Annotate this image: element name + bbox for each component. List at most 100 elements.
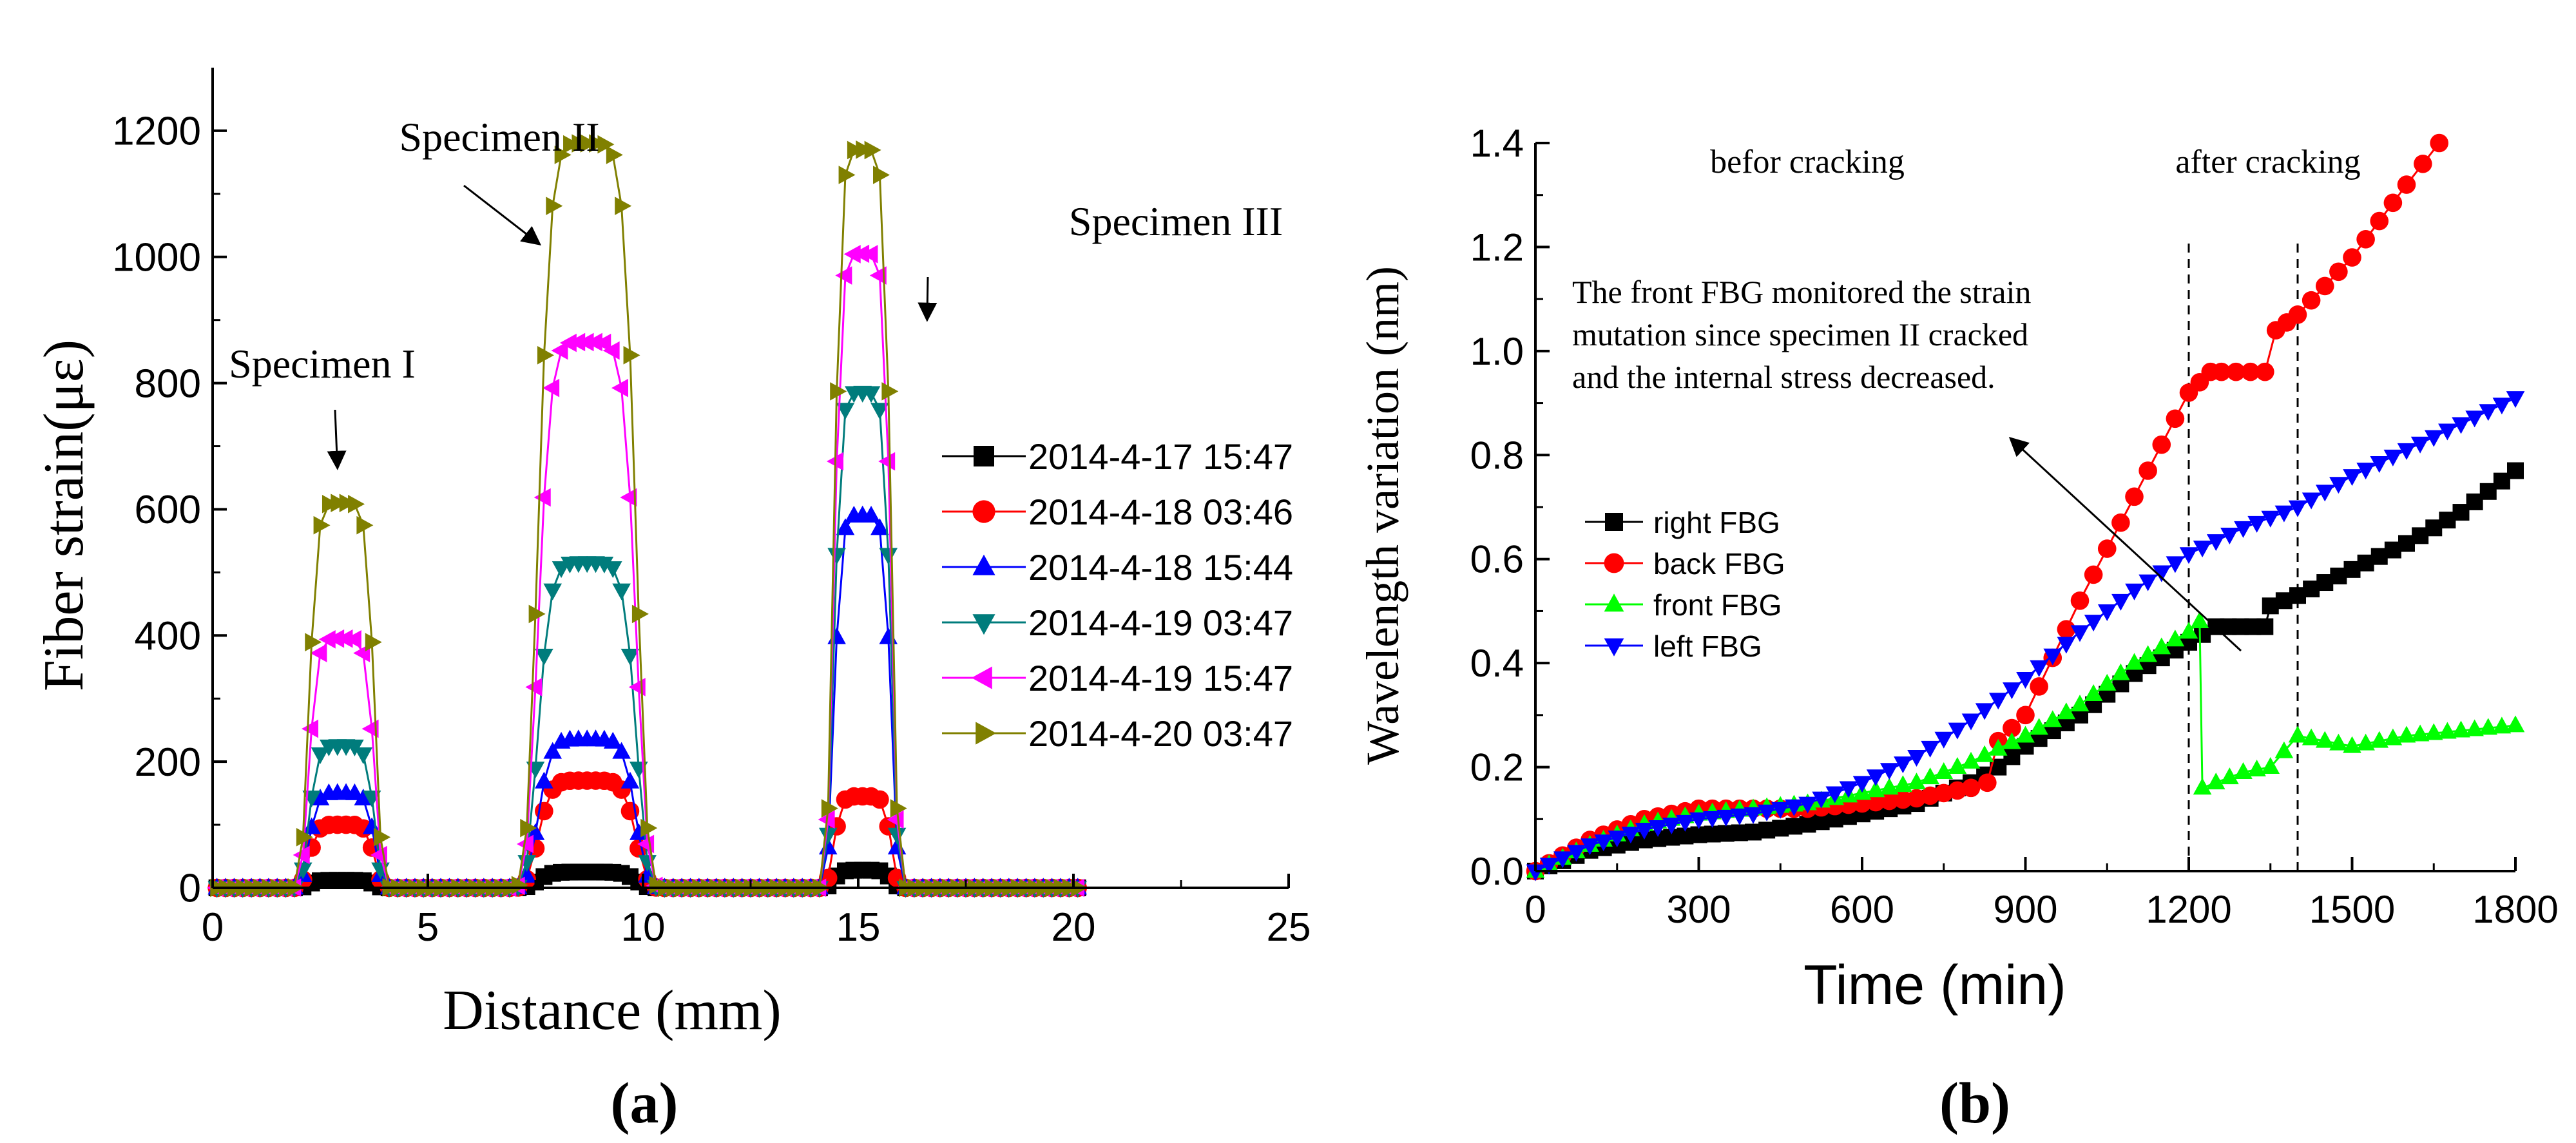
data-point <box>2492 398 2512 415</box>
data-point <box>887 827 907 845</box>
x-tick-label: 10 <box>621 905 666 950</box>
panel-b-legend: right FBG back FBG front FBG left FBG <box>1585 506 1785 663</box>
before-cracking-label: befor cracking <box>1710 144 1905 180</box>
y-tick-label: 800 <box>135 361 201 406</box>
data-point <box>2452 417 2470 434</box>
x-tick-label: 20 <box>1052 905 1096 950</box>
data-point <box>2226 362 2245 381</box>
data-point <box>1907 750 1926 767</box>
data-point <box>1866 769 1885 787</box>
data-point <box>2465 410 2484 428</box>
annotation-arrow <box>918 276 937 322</box>
data-point <box>1907 789 1926 808</box>
data-point <box>1948 756 1967 774</box>
front-fbg-note: The front FBG monitored the strain mutati… <box>1572 274 2031 395</box>
data-point <box>2479 718 2498 735</box>
data-point <box>1894 775 1912 792</box>
data-point <box>595 556 614 573</box>
legend-marker <box>1604 593 1624 612</box>
data-point <box>585 332 602 352</box>
legend-marker <box>972 614 995 635</box>
y-tick-label: 0.8 <box>1470 434 1524 477</box>
data-point <box>526 823 545 840</box>
data-point <box>2030 660 2048 677</box>
data-point <box>1567 845 1586 862</box>
series-line <box>216 142 1078 889</box>
data-point <box>354 789 373 806</box>
data-point <box>1689 812 1708 829</box>
x-tick-label: 1500 <box>2309 888 2395 931</box>
data-point <box>2152 637 2171 655</box>
data-point <box>551 341 568 360</box>
legend-marker <box>972 554 995 575</box>
data-point <box>1648 820 1668 837</box>
data-point <box>1635 823 1654 840</box>
data-point <box>606 146 623 164</box>
data-point <box>631 604 649 624</box>
data-point <box>1948 781 1967 800</box>
data-point <box>2003 718 2021 738</box>
data-point <box>1526 864 1545 881</box>
data-point <box>1812 791 1831 809</box>
data-point <box>1581 838 1599 856</box>
data-point <box>878 452 896 471</box>
data-point <box>2506 391 2525 408</box>
data-point <box>2193 541 2212 558</box>
panel-b-axes: 0 300 600 900 1200 1500 1800 0.0 0.2 0.4 0.6 0.8 1.0… <box>1470 122 2559 931</box>
data-point <box>2139 461 2157 480</box>
data-point <box>2479 404 2498 421</box>
data-point <box>1894 756 1912 774</box>
y-tick-label: 0.4 <box>1470 642 1524 685</box>
data-point <box>1825 786 1845 803</box>
data-point <box>603 731 622 749</box>
data-point <box>1798 796 1817 814</box>
data-point <box>2414 154 2432 173</box>
x-tick-label: 1200 <box>2146 888 2231 931</box>
note-line: The front FBG monitored the strain <box>1572 274 2031 310</box>
legend-item-3: 2014-4-18 15:44 <box>942 547 1293 588</box>
data-point <box>354 747 373 765</box>
data-point <box>2430 133 2448 153</box>
data-point <box>2492 716 2512 734</box>
data-point <box>2166 409 2185 428</box>
data-point <box>2315 731 2334 748</box>
panel-b-label: (b) <box>1939 1071 2010 1135</box>
legend-label: front FBG <box>1653 588 1782 622</box>
data-point <box>2016 706 2035 725</box>
legend-label: 2014-4-19 15:47 <box>1028 658 1293 698</box>
data-point <box>2315 276 2334 296</box>
data-point <box>1978 773 1997 792</box>
data-point <box>2070 625 2090 642</box>
legend-item-1: right FBG <box>1585 506 1780 539</box>
data-point <box>1879 791 1899 811</box>
y-tick-label: 400 <box>135 614 201 658</box>
data-point <box>2370 456 2389 473</box>
data-point <box>873 166 890 184</box>
y-tick-label: 600 <box>135 488 201 532</box>
data-point <box>511 876 528 895</box>
data-point <box>543 583 562 600</box>
data-point <box>1988 738 2008 756</box>
data-point <box>620 488 637 507</box>
data-point <box>2397 725 2416 743</box>
legend-item-4: 2014-4-19 03:47 <box>942 602 1293 643</box>
data-point <box>2383 728 2403 745</box>
data-point <box>344 629 361 649</box>
data-point <box>2152 435 2171 454</box>
data-point <box>2329 262 2348 282</box>
series-6 <box>210 134 1088 898</box>
data-point <box>612 583 631 600</box>
data-point <box>861 505 881 523</box>
legend-label: back FBG <box>1653 547 1785 581</box>
data-point <box>568 332 586 352</box>
data-point <box>1961 778 1981 798</box>
data-point <box>361 719 379 738</box>
data-point <box>1716 809 1736 827</box>
data-point <box>2206 534 2225 552</box>
data-point <box>2111 663 2130 680</box>
data-point <box>2139 574 2157 591</box>
data-point <box>365 633 382 651</box>
data-point <box>835 266 852 285</box>
data-point <box>620 771 640 789</box>
data-point <box>1757 804 1776 821</box>
